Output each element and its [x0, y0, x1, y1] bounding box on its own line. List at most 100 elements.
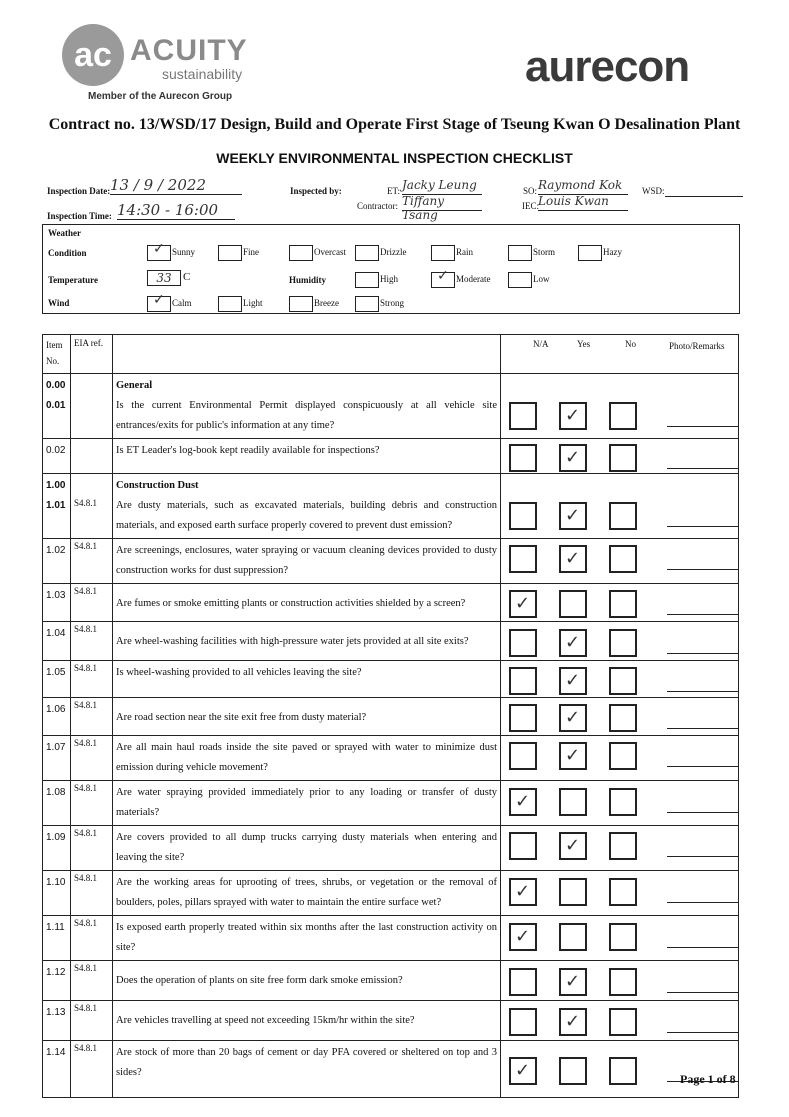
- option-label: High: [380, 274, 398, 284]
- answer-yes-checkbox[interactable]: ✓: [559, 545, 587, 573]
- answer-no-checkbox[interactable]: [609, 443, 637, 472]
- answer-no-checkbox[interactable]: [609, 402, 637, 430]
- question-cell: Is exposed earth properly treated within…: [112, 915, 501, 961]
- answer-na-checkbox[interactable]: [509, 1008, 537, 1036]
- remarks-field[interactable]: [667, 811, 739, 813]
- answer-na-checkbox[interactable]: [509, 402, 537, 430]
- date-field[interactable]: 13 / 9 / 2022: [110, 176, 242, 195]
- answer-na-checkbox[interactable]: ✓: [509, 590, 537, 618]
- answer-no-checkbox[interactable]: [609, 923, 637, 951]
- answer-no-checkbox[interactable]: [609, 502, 637, 530]
- remarks-field[interactable]: [667, 690, 739, 692]
- answer-yes-checkbox[interactable]: [559, 923, 587, 951]
- answer-na-checkbox[interactable]: [509, 742, 537, 770]
- checkbox-moderate[interactable]: ✓: [431, 269, 455, 288]
- answer-no-checkbox[interactable]: [609, 704, 637, 732]
- checkbox-rain[interactable]: [431, 245, 455, 261]
- remarks-field[interactable]: [667, 728, 739, 729]
- answer-no-checkbox[interactable]: [609, 968, 637, 996]
- checkbox-hazy[interactable]: [578, 245, 602, 261]
- answer-na-checkbox[interactable]: [509, 968, 537, 996]
- answer-yes-checkbox[interactable]: [559, 590, 587, 618]
- remarks-field[interactable]: [667, 856, 739, 857]
- answer-no-checkbox[interactable]: [609, 787, 637, 816]
- answer-yes-checkbox[interactable]: ✓: [559, 742, 587, 770]
- remarks-field[interactable]: [667, 1080, 739, 1082]
- checkbox-breeze[interactable]: [289, 296, 313, 312]
- checkbox-low[interactable]: [508, 272, 532, 288]
- item-no: 1.13: [42, 1000, 71, 1041]
- question-cell: Is wheel-washing provided to all vehicle…: [112, 660, 501, 698]
- remarks-field[interactable]: [667, 902, 739, 903]
- answer-yes-checkbox[interactable]: ✓: [559, 628, 587, 657]
- answer-yes-checkbox[interactable]: [559, 787, 587, 816]
- answer-no-checkbox[interactable]: [609, 628, 637, 657]
- checkbox-strong[interactable]: [355, 296, 379, 312]
- checkbox-fine[interactable]: [218, 245, 242, 261]
- answer-na-checkbox[interactable]: [509, 704, 537, 732]
- item-no: 1.03: [42, 583, 71, 622]
- remarks-field[interactable]: [667, 526, 739, 527]
- answer-na-checkbox[interactable]: [509, 502, 537, 530]
- remarks-field[interactable]: [667, 569, 739, 570]
- answer-yes-checkbox[interactable]: ✓: [559, 832, 587, 860]
- answer-na-checkbox[interactable]: [509, 443, 537, 472]
- so-field[interactable]: Raymond Kok: [538, 178, 628, 195]
- answer-yes-checkbox[interactable]: ✓: [559, 502, 587, 530]
- answer-no-checkbox[interactable]: [609, 666, 637, 695]
- answer-no-checkbox[interactable]: [609, 545, 637, 573]
- remarks-field[interactable]: [667, 614, 739, 615]
- answer-yes-checkbox[interactable]: ✓: [559, 968, 587, 996]
- answer-na-checkbox[interactable]: ✓: [509, 787, 537, 816]
- answer-yes-checkbox[interactable]: ✓: [559, 666, 587, 695]
- answer-no-checkbox[interactable]: [609, 878, 637, 906]
- answer-no-checkbox[interactable]: [609, 1056, 637, 1085]
- checkbox-sunny[interactable]: ✓: [147, 242, 171, 261]
- answer-yes-checkbox[interactable]: ✓: [559, 1008, 587, 1036]
- checkbox-drizzle[interactable]: [355, 245, 379, 261]
- answer-no-checkbox[interactable]: [609, 590, 637, 618]
- answer-na-checkbox[interactable]: [509, 832, 537, 860]
- answer-na-checkbox[interactable]: [509, 628, 537, 657]
- answer-na-checkbox[interactable]: [509, 545, 537, 573]
- answer-na-checkbox[interactable]: ✓: [509, 923, 537, 951]
- question-text: Is wheel-washing provided to all vehicle…: [116, 667, 362, 678]
- temperature-field[interactable]: 33: [147, 270, 181, 286]
- page-number: Page 1 of 8: [680, 1072, 736, 1086]
- option-label: Overcast: [314, 247, 346, 257]
- checkbox-high[interactable]: [355, 272, 379, 288]
- wsd-field[interactable]: [665, 182, 743, 197]
- remarks-field[interactable]: [667, 467, 739, 469]
- remarks-field[interactable]: [667, 947, 739, 948]
- answer-no-checkbox[interactable]: [609, 742, 637, 770]
- checkbox-light[interactable]: [218, 296, 242, 312]
- question-text: Is ET Leader's log-book kept readily ava…: [116, 445, 380, 456]
- answer-no-checkbox[interactable]: [609, 1008, 637, 1036]
- remarks-field[interactable]: [667, 1032, 739, 1033]
- checkbox-overcast[interactable]: [289, 245, 313, 261]
- remarks-field[interactable]: [667, 992, 739, 993]
- et-field[interactable]: Jacky Leung: [402, 178, 482, 195]
- remarks-field[interactable]: [667, 426, 739, 427]
- remarks-field[interactable]: [667, 652, 739, 654]
- time-field[interactable]: 14:30 - 16:00: [117, 201, 235, 220]
- answer-na-checkbox[interactable]: ✓: [509, 878, 537, 906]
- remarks-field[interactable]: [667, 766, 739, 767]
- answer-yes-checkbox[interactable]: ✓: [559, 704, 587, 732]
- answer-yes-checkbox[interactable]: ✓: [559, 443, 587, 472]
- question-cell: Does the operation of plants on site fre…: [112, 960, 501, 1001]
- checkbox-calm[interactable]: ✓: [147, 293, 171, 312]
- answer-na-checkbox[interactable]: ✓: [509, 1056, 537, 1085]
- iec-field[interactable]: Louis Kwan: [538, 194, 628, 211]
- answer-yes-checkbox[interactable]: [559, 878, 587, 906]
- answer-na-checkbox[interactable]: [509, 666, 537, 695]
- answer-no-checkbox[interactable]: [609, 832, 637, 860]
- checkbox-storm[interactable]: [508, 245, 532, 261]
- answer-yes-checkbox[interactable]: ✓: [559, 402, 587, 430]
- question-text: Are fumes or smoke emitting plants or co…: [116, 598, 466, 609]
- question-cell: Construction Dust Are dusty materials, su…: [112, 473, 501, 539]
- contractor-field[interactable]: Tiffany Tsang: [402, 194, 482, 222]
- answer-yes-checkbox[interactable]: [559, 1056, 587, 1085]
- option-label: Calm: [172, 298, 192, 308]
- question-cell: Are stock of more than 20 bags of cement…: [112, 1040, 501, 1098]
